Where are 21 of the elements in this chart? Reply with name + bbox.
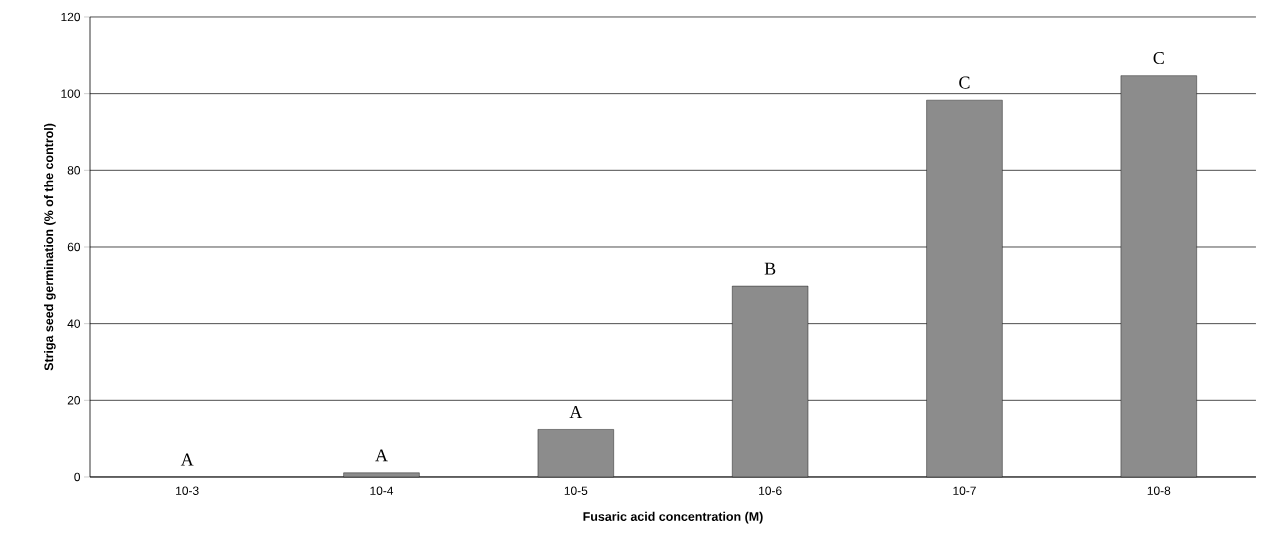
x-tick-label: 10-3 bbox=[176, 486, 199, 495]
y-tick-label: 20 bbox=[67, 396, 81, 405]
y-tick-label: 80 bbox=[67, 166, 81, 175]
annotation: C bbox=[1153, 52, 1164, 65]
annotation: A bbox=[180, 453, 194, 466]
x-tick-label: 10-7 bbox=[953, 486, 976, 495]
y-tick-label: 40 bbox=[67, 319, 81, 328]
x-tick-label: 10-6 bbox=[759, 486, 782, 495]
x-tick-label: 10-8 bbox=[1147, 486, 1171, 495]
annotation: A bbox=[569, 406, 583, 418]
y-axis-title: Striga seed germination (% of the control) bbox=[44, 123, 56, 371]
y-tick-label: 60 bbox=[67, 242, 81, 252]
x-axis-title: Fusaric acid concentration (M) bbox=[583, 511, 763, 524]
x-tick-label: 10-5 bbox=[564, 486, 588, 495]
y-tick-label: 0 bbox=[74, 472, 81, 482]
y-tick-label: 100 bbox=[61, 89, 81, 98]
annotation: C bbox=[959, 76, 970, 89]
annotation: B bbox=[764, 262, 776, 275]
annotation: A bbox=[375, 449, 388, 462]
x-tick-label: 10-4 bbox=[370, 486, 394, 495]
y-tick-label: 120 bbox=[61, 12, 81, 22]
